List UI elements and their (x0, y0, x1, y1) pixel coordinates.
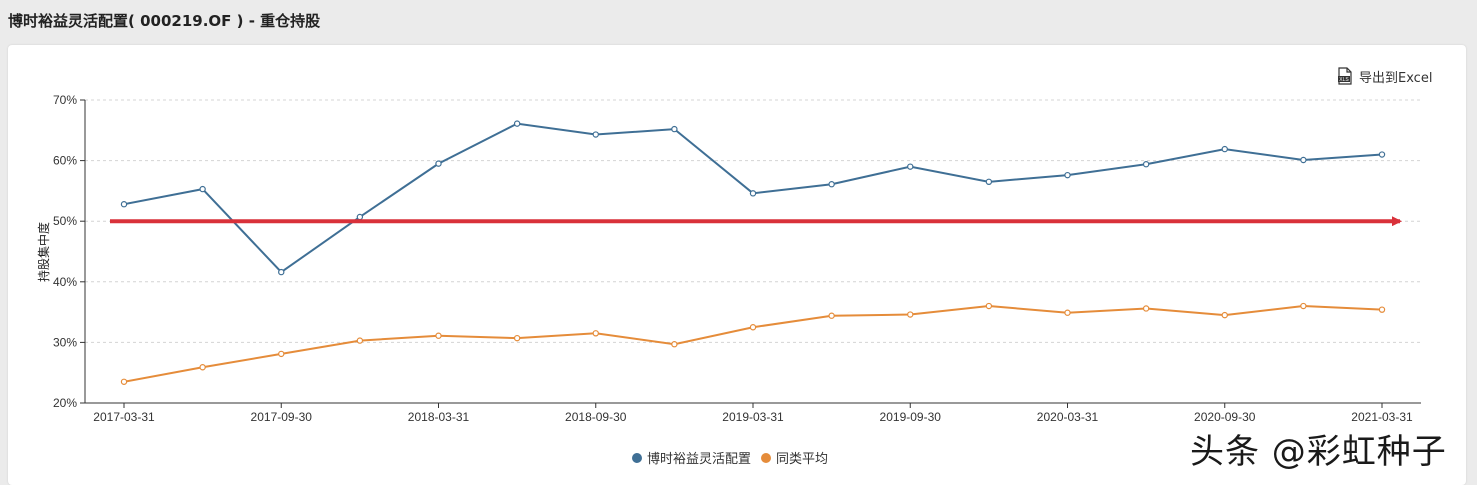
x-tick-label: 2018-09-30 (565, 410, 627, 424)
chart-card (8, 45, 1466, 485)
watermark: 头条 @彩虹种子 (1190, 432, 1447, 472)
data-point-fund[interactable] (278, 268, 285, 276)
data-point-average[interactable] (1221, 311, 1228, 319)
legend-marker-fund (632, 452, 642, 463)
legend-label-average: 同类平均 (776, 452, 829, 467)
series-line-average (123, 305, 1383, 383)
data-point-average[interactable] (199, 364, 206, 371)
x-tick-label: 2017-03-31 (93, 410, 155, 424)
series-line-fund (123, 122, 1383, 274)
data-point-average[interactable] (435, 332, 442, 339)
x-tick-label: 2019-09-30 (880, 410, 942, 424)
data-point-fund[interactable] (356, 213, 364, 221)
data-point-average[interactable] (278, 350, 285, 358)
data-point-fund[interactable] (1221, 145, 1228, 153)
y-tick-label: 50% (53, 214, 77, 228)
x-tick-label: 2020-03-31 (1037, 410, 1099, 424)
data-point-fund[interactable] (1378, 151, 1386, 158)
data-point-average[interactable] (671, 341, 678, 348)
data-point-average[interactable] (120, 378, 128, 385)
y-tick-label: 70% (53, 93, 77, 107)
y-tick-label: 60% (53, 154, 77, 168)
data-point-average[interactable] (1064, 309, 1071, 316)
export-excel-button[interactable]: XLS 导出到Excel (1337, 66, 1432, 86)
data-point-fund[interactable] (907, 163, 914, 170)
data-point-average[interactable] (513, 334, 521, 342)
data-point-average[interactable] (907, 311, 914, 318)
data-point-average[interactable] (749, 324, 757, 331)
export-label: 导出到Excel (1359, 70, 1433, 86)
xls-file-icon: XLS (1337, 67, 1353, 85)
data-point-fund[interactable] (985, 178, 993, 186)
data-point-fund[interactable] (513, 120, 521, 127)
data-point-fund[interactable] (435, 160, 442, 167)
data-point-average[interactable] (1142, 305, 1150, 312)
legend-item-fund[interactable]: 博时裕益灵活配置 (632, 448, 751, 467)
data-point-fund[interactable] (120, 201, 128, 208)
x-tick-label: 2018-03-31 (408, 410, 470, 424)
data-point-fund[interactable] (671, 125, 678, 133)
data-point-fund[interactable] (749, 190, 757, 197)
data-point-average[interactable] (985, 302, 993, 310)
data-point-fund[interactable] (1300, 156, 1307, 164)
svg-text:XLS: XLS (1339, 77, 1349, 83)
chart-legend: 博时裕益灵活配置 同类平均 (632, 448, 828, 467)
y-tick-label: 20% (53, 396, 77, 410)
data-point-fund[interactable] (828, 181, 835, 188)
data-point-fund[interactable] (1064, 171, 1071, 179)
data-point-average[interactable] (356, 337, 364, 344)
x-tick-label: 2019-03-31 (722, 410, 784, 424)
legend-label-fund: 博时裕益灵活配置 (647, 452, 752, 467)
data-point-fund[interactable] (199, 185, 206, 193)
y-tick-label: 40% (53, 275, 77, 289)
legend-marker-average (761, 452, 772, 463)
x-tick-label: 2020-09-30 (1194, 410, 1256, 424)
data-point-fund[interactable] (592, 131, 599, 138)
legend-item-average[interactable]: 同类平均 (761, 448, 828, 467)
y-tick-label: 30% (53, 335, 77, 349)
y-axis-label: 持股集中度 (36, 222, 51, 282)
x-tick-label: 2017-09-30 (251, 410, 313, 424)
page-title: 博时裕益灵活配置( 000219.OF ) - 重仓持股 (8, 12, 321, 30)
data-point-average[interactable] (592, 330, 599, 337)
data-point-fund[interactable] (1142, 161, 1150, 168)
data-point-average[interactable] (1378, 306, 1386, 313)
x-tick-label: 2021-03-31 (1351, 410, 1413, 424)
data-point-average[interactable] (828, 312, 835, 319)
data-point-average[interactable] (1300, 302, 1307, 310)
